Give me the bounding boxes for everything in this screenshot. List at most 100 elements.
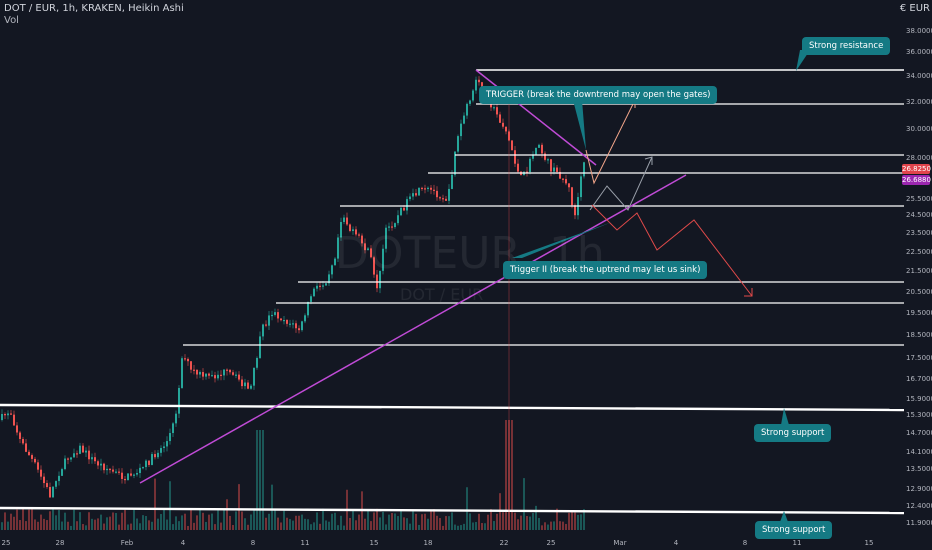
candle-body <box>247 382 249 389</box>
price-axis-label: 11.9000 <box>906 519 932 527</box>
time-axis[interactable]: 25 28 Feb 4 8 11 15 18 22 25 Mar 4 8 11 15 <box>2 539 874 547</box>
neutral-projection-arrow[interactable] <box>589 156 653 211</box>
candle-body <box>79 445 81 454</box>
candle-body <box>163 446 165 449</box>
volume-bar <box>223 508 225 530</box>
candle-body <box>148 460 150 465</box>
volume-bar <box>487 514 489 530</box>
candle-body <box>463 115 465 124</box>
candle-body <box>19 432 21 439</box>
price-axis-label: 14.1000 <box>906 448 932 456</box>
volume-bar <box>304 518 306 530</box>
candle-body <box>82 445 84 453</box>
trigger-callout[interactable]: TRIGGER (break the downtrend may open th… <box>479 86 718 104</box>
symbol-title[interactable]: DOT / EUR, 1h, KRAKEN, Heikin Ashi <box>4 3 184 14</box>
volume-bar <box>433 509 435 530</box>
volume-bar <box>469 513 471 530</box>
downside-projection-arrow[interactable] <box>591 204 753 297</box>
volume-bar <box>319 523 321 530</box>
volume-bar <box>430 510 432 530</box>
volume-label[interactable]: Vol <box>4 15 19 26</box>
support-callout-1[interactable]: Strong support <box>754 424 832 442</box>
time-axis-label: 15 <box>865 539 874 547</box>
volume-bar <box>301 514 303 530</box>
downside-arrowhead <box>744 288 753 297</box>
trigger2-callout[interactable]: Trigger II (break the uptrend may let us… <box>503 261 708 279</box>
price-axis-label: 14.7000 <box>906 429 932 437</box>
volume-bar <box>409 523 411 530</box>
volume-bar <box>394 513 396 530</box>
price-axis[interactable]: 38.0000 36.0000 34.0000 32.0000 30.0000 28.00… <box>906 27 932 527</box>
drawings[interactable] <box>0 50 905 530</box>
candle-body <box>334 258 336 266</box>
volume-bar <box>328 521 330 530</box>
candle-body <box>73 453 75 458</box>
volume-bar <box>373 512 375 530</box>
volume-bar <box>61 521 63 530</box>
volume-bar <box>271 484 273 530</box>
candle-body <box>361 235 363 244</box>
candle-body <box>418 187 420 196</box>
candle-body <box>430 187 432 190</box>
candle-body <box>313 288 315 297</box>
candle-body <box>67 458 69 460</box>
upside-projection-arrow[interactable] <box>585 99 636 185</box>
volume-bar <box>181 515 183 530</box>
volume-bar <box>220 522 222 530</box>
candle-body <box>511 140 513 151</box>
volume-bars <box>1 420 585 530</box>
candle-body <box>214 375 216 379</box>
candle-body <box>280 318 282 321</box>
candle-body <box>217 374 219 379</box>
support-line-1[interactable] <box>0 403 905 412</box>
support-callout-2[interactable]: Strong support <box>755 521 833 539</box>
volume-bar <box>226 499 228 530</box>
volume-bar <box>67 521 69 530</box>
volume-bar <box>520 515 522 530</box>
volume-bar <box>187 525 189 530</box>
support-line-2[interactable] <box>0 506 905 515</box>
candle-body <box>187 358 189 362</box>
volume-bar <box>382 511 384 530</box>
price-axis-label: 24.5000 <box>906 211 932 219</box>
candle-body <box>118 471 120 473</box>
candle-body <box>166 441 168 447</box>
time-axis-label: 8 <box>743 539 747 547</box>
candle-body <box>283 320 285 322</box>
downtrend-line[interactable] <box>475 69 597 166</box>
candle-body <box>583 162 585 177</box>
candle-body <box>76 453 78 455</box>
volume-bar <box>574 512 576 530</box>
candle-body <box>301 321 303 331</box>
candle-body <box>220 374 222 377</box>
candle-body <box>88 450 90 460</box>
candle-body <box>457 136 459 152</box>
volume-bar <box>496 513 498 530</box>
volume-bar <box>550 521 552 530</box>
candle-body <box>469 100 471 104</box>
volume-bar <box>565 523 567 530</box>
volume-bar <box>517 519 519 530</box>
resistance-callout[interactable]: Strong resistance <box>802 37 891 55</box>
candle-body <box>34 458 36 463</box>
volume-bar <box>10 513 12 530</box>
uptrend-line[interactable] <box>139 174 687 484</box>
candle-body <box>337 237 339 259</box>
volume-bar <box>307 519 309 530</box>
volume-bar <box>355 520 357 530</box>
volume-bar <box>133 508 135 530</box>
currency-label[interactable]: € EUR <box>899 3 930 14</box>
time-axis-label: 18 <box>424 539 433 547</box>
volume-bar <box>124 509 126 530</box>
volume-bar <box>406 518 408 530</box>
candle-body <box>229 369 231 373</box>
volume-bar <box>64 512 66 530</box>
volume-bar <box>259 430 261 530</box>
volume-bar <box>58 510 60 530</box>
volume-bar <box>436 515 438 530</box>
candle-body <box>202 372 204 377</box>
volume-bar <box>379 517 381 530</box>
volume-bar <box>7 521 9 530</box>
